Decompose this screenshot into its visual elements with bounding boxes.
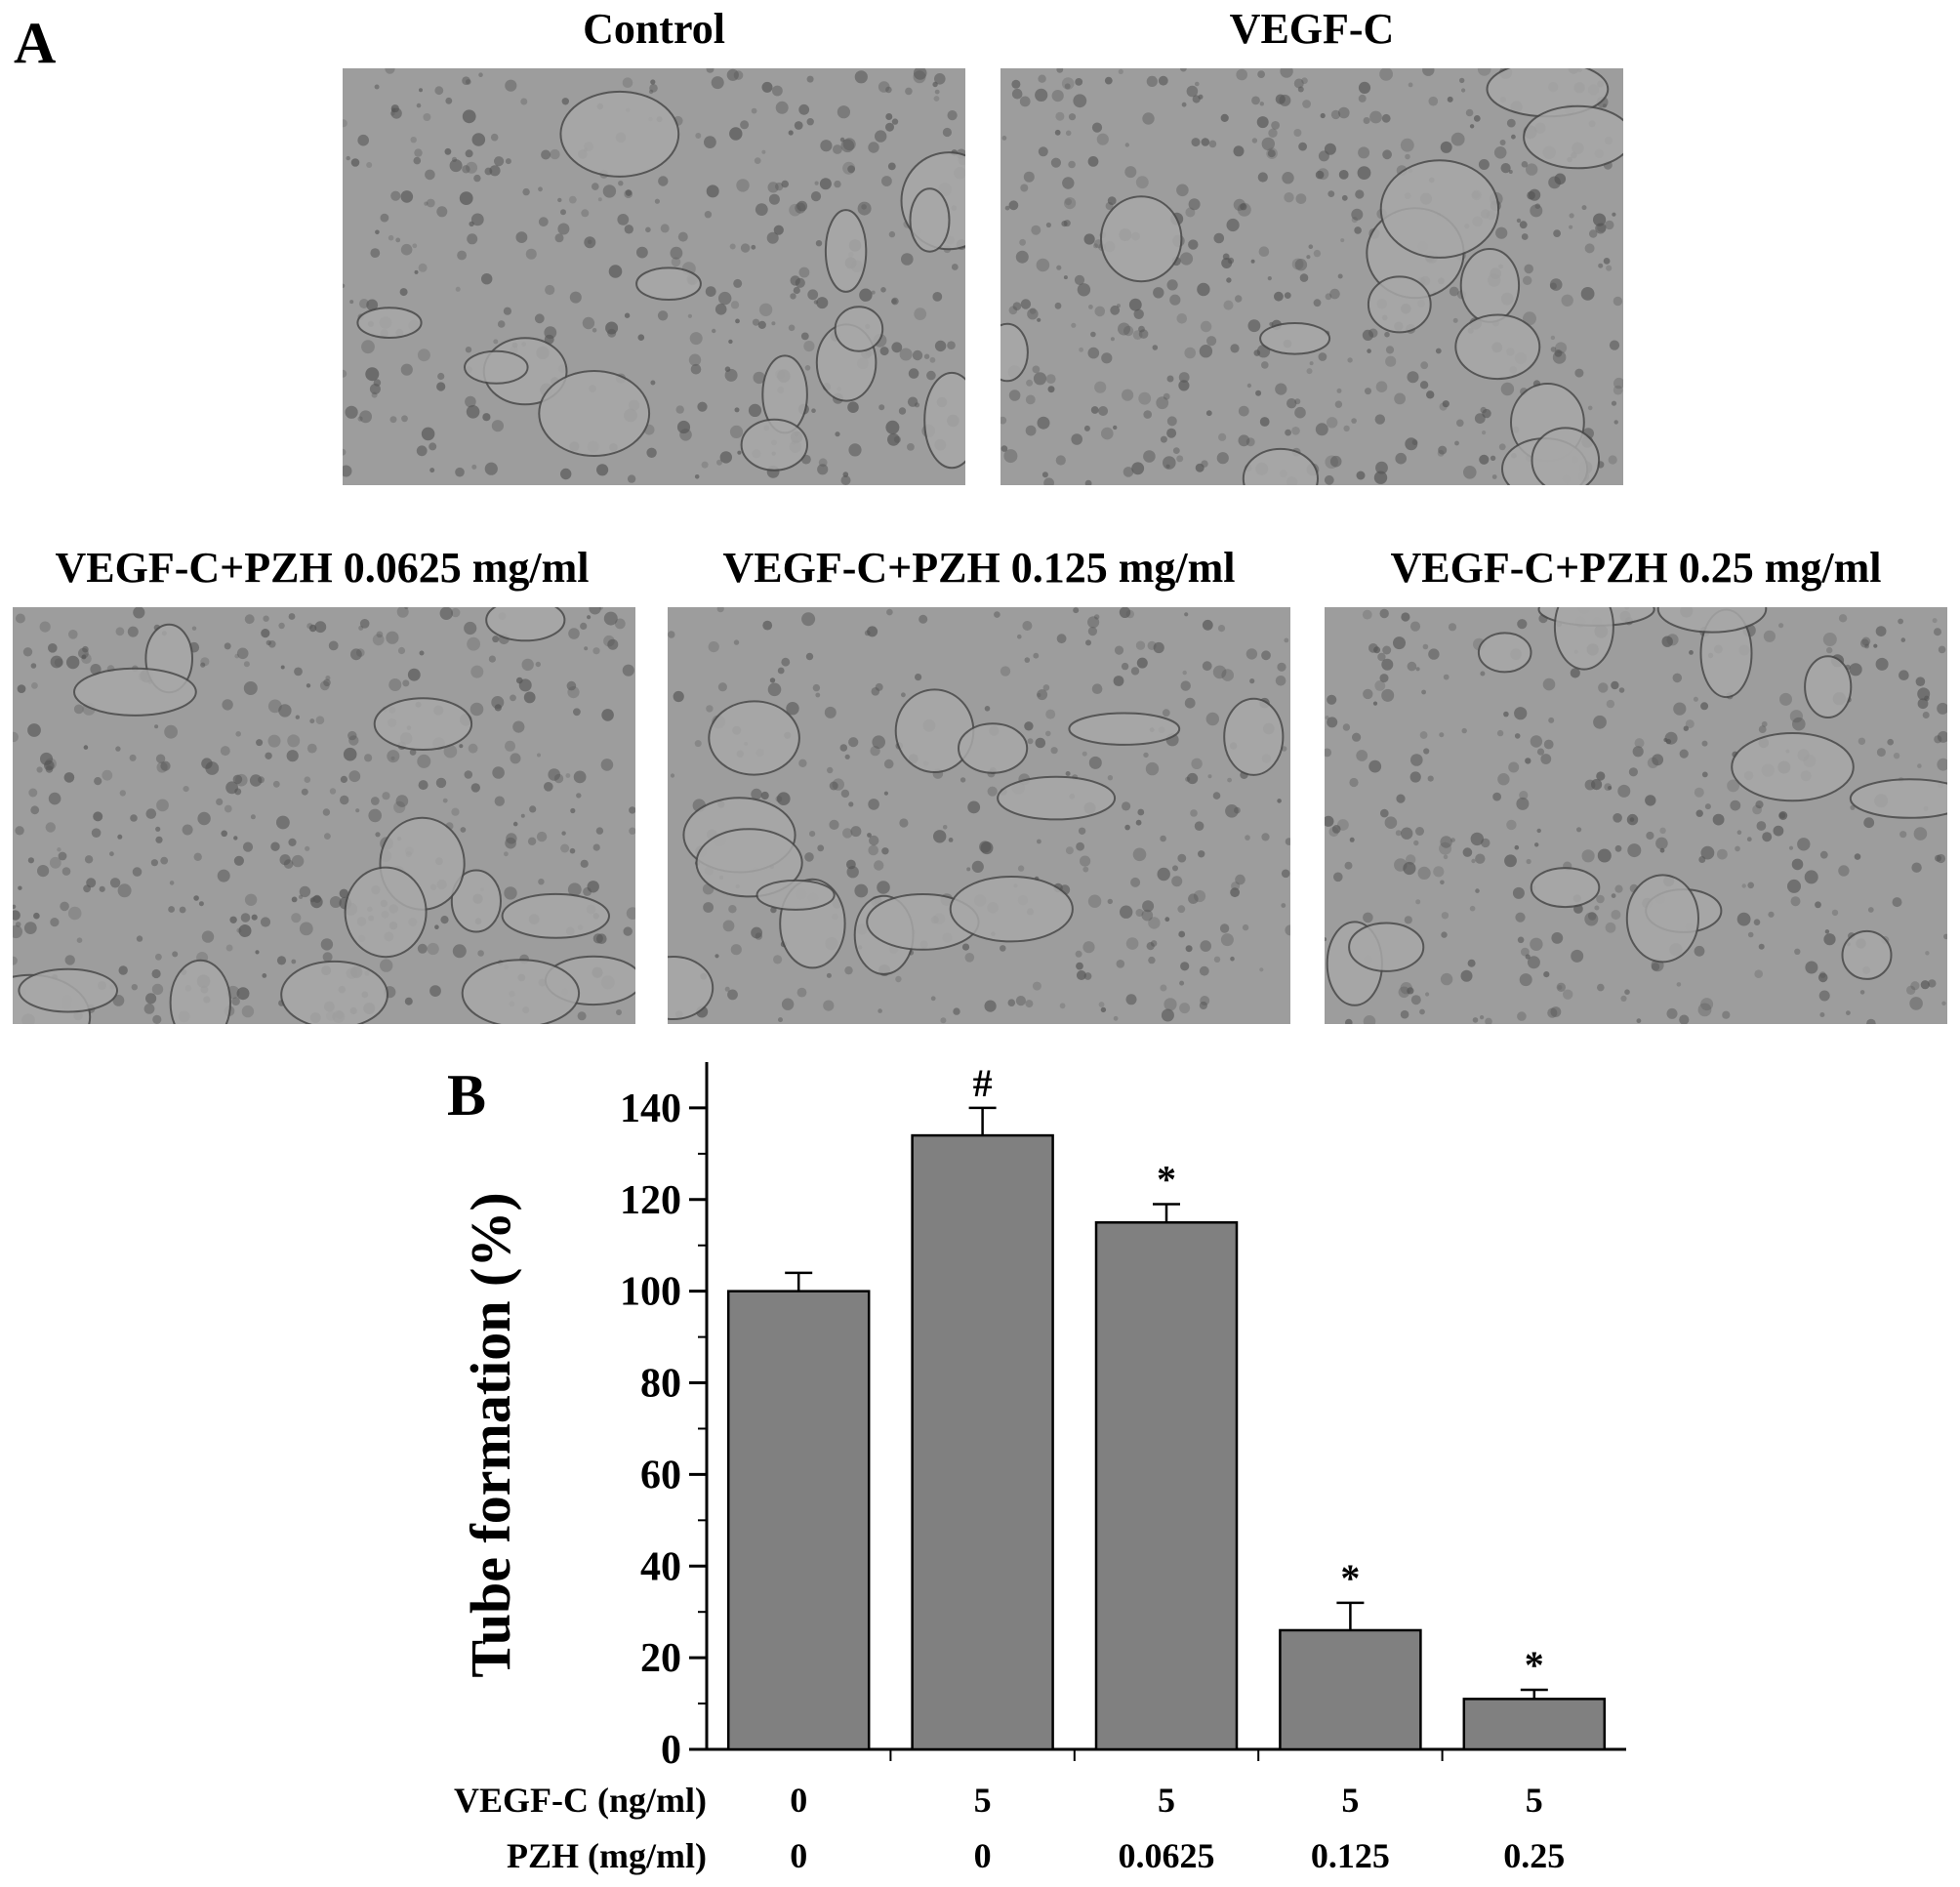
category-value: 5 <box>974 1781 992 1820</box>
micrograph-pzh-0-25 <box>1325 607 1947 1024</box>
significance-marker: # <box>973 1061 993 1105</box>
image-title-vegfc: VEGF-C <box>1229 5 1395 53</box>
category-value: 0.25 <box>1503 1836 1565 1875</box>
bar <box>911 1133 1054 1751</box>
bar <box>1462 1698 1607 1751</box>
y-tick-label: 0 <box>661 1728 681 1773</box>
image-title-pzh-0-0625: VEGF-C+PZH 0.0625 mg/ml <box>55 544 590 592</box>
micrograph-pzh-0-125 <box>668 607 1290 1024</box>
y-tick-label: 60 <box>640 1453 681 1497</box>
micrograph-vegfc <box>1000 68 1623 485</box>
category-value: 5 <box>1526 1781 1543 1820</box>
micrograph-pzh-0-0625 <box>13 607 635 1024</box>
micrograph-control <box>343 68 965 485</box>
significance-marker: * <box>1340 1556 1360 1600</box>
category-value: 5 <box>1341 1781 1359 1820</box>
category-value: 0.0625 <box>1119 1836 1215 1875</box>
category-value: 5 <box>1158 1781 1175 1820</box>
category-row-label: PZH (mg/ml) <box>507 1836 707 1875</box>
image-title-pzh-0-125: VEGF-C+PZH 0.125 mg/ml <box>722 544 1236 592</box>
bar <box>726 1290 871 1751</box>
y-tick-label: 20 <box>640 1636 681 1681</box>
panel-b-label: B <box>447 1063 486 1128</box>
y-tick-label: 80 <box>640 1362 681 1407</box>
significance-marker: * <box>1157 1157 1176 1201</box>
y-tick-label: 120 <box>620 1178 681 1223</box>
category-value: 0 <box>790 1836 807 1875</box>
y-tick-label: 100 <box>620 1270 681 1315</box>
significance-marker: * <box>1525 1643 1544 1687</box>
y-tick-label: 40 <box>640 1544 681 1589</box>
category-value: 0 <box>790 1781 807 1820</box>
panel-a-label: A <box>14 11 57 75</box>
bar <box>1094 1221 1239 1751</box>
y-axis-label: Tube formation (%) <box>459 1192 522 1677</box>
image-title-control: Control <box>583 5 725 53</box>
category-value: 0 <box>974 1836 992 1875</box>
category-row-label: VEGF-C (ng/ml) <box>454 1781 707 1820</box>
bar <box>1279 1628 1422 1751</box>
y-tick-label: 140 <box>620 1087 681 1131</box>
category-value: 0.125 <box>1311 1836 1390 1875</box>
image-title-pzh-0-25: VEGF-C+PZH 0.25 mg/ml <box>1390 544 1882 592</box>
